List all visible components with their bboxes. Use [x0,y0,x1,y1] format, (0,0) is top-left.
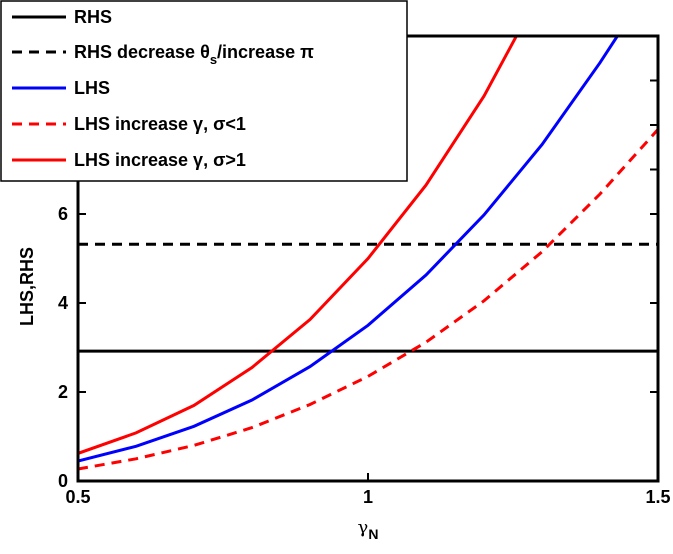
legend-label-2: RHS decrease θs/increase π [74,42,314,67]
series-line-4 [78,128,658,471]
y-tick-label: 4 [58,293,68,313]
legend-text-part: RHS [74,7,112,27]
y-axis-label: LHS,RHS [17,247,37,326]
y-tick-label: 2 [58,382,68,402]
series-layer [78,36,658,471]
x-axis-label-main: γ [358,517,369,538]
tick-layer: 0.5 1 1.5 0 2 4 6 [58,36,671,507]
x-tick-label: 0.5 [65,487,90,507]
legend-label-4: LHS increase γ, σ<1 [74,114,246,134]
legend-label-3: LHS [74,78,110,98]
legend-text-part: /increase π [217,42,314,62]
series-line-3 [78,36,620,463]
series-line-5 [78,36,519,455]
legend-text-part: LHS increase γ, σ<1 [74,114,246,134]
x-axis-label-subscript: N [368,526,378,542]
legend-text-part: s [210,52,217,67]
legend-label-1: RHS [74,7,112,27]
legend-text-part: RHS decrease θ [74,42,210,62]
legend: RHS RHS decrease θs/increase π LHS LHS incr… [0,0,408,182]
legend-text-part: LHS [74,78,110,98]
legend-label-5: LHS increase γ, σ>1 [74,150,246,170]
legend-text-part: LHS increase γ, σ>1 [74,150,246,170]
x-tick-label: 1.5 [645,487,670,507]
x-tick-label: 1 [363,487,373,507]
legend-box [0,0,408,182]
y-tick-label: 0 [58,471,68,491]
x-axis-label: γN [358,517,379,542]
y-tick-label: 6 [58,204,68,224]
